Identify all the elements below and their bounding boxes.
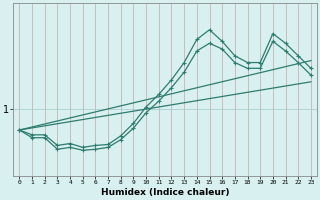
X-axis label: Humidex (Indice chaleur): Humidex (Indice chaleur)	[101, 188, 229, 197]
